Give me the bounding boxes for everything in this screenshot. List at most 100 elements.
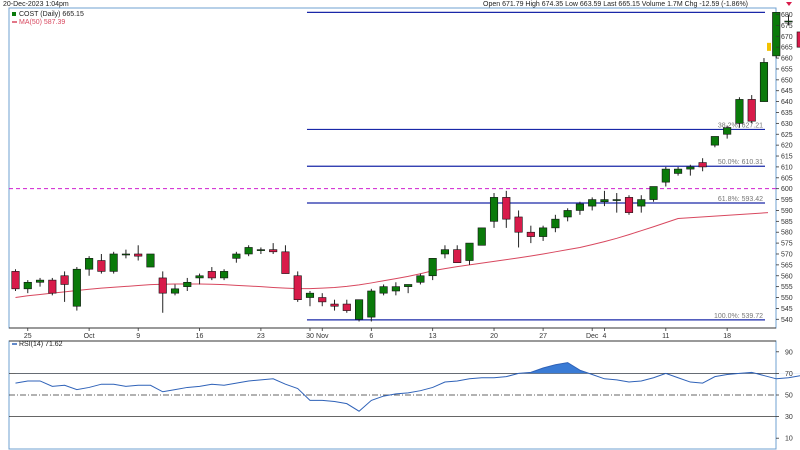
price-y-tick-label: 680 bbox=[781, 12, 793, 19]
price-y-tick-label: 600 bbox=[781, 186, 793, 193]
rsi-y-tick-label: 10 bbox=[785, 436, 793, 443]
candle-body bbox=[355, 299, 364, 320]
price-y-tick-label: 595 bbox=[781, 197, 793, 204]
candle-body bbox=[11, 271, 20, 290]
price-y-tick-label: 660 bbox=[781, 56, 793, 63]
axis-layer: 540 545 550 555 560 565 570 575 580 585 590 595 600 6… bbox=[24, 12, 793, 443]
candle-body bbox=[784, 20, 793, 23]
price-y-tick-label: 630 bbox=[781, 121, 793, 128]
price-panel bbox=[8, 7, 777, 329]
candle-body bbox=[612, 199, 621, 201]
candle-body bbox=[35, 279, 45, 283]
fib-label: 100.0%: 539.72 bbox=[714, 313, 763, 320]
rsi-y-tick-label: 70 bbox=[785, 371, 793, 378]
price-y-tick-label: 615 bbox=[781, 154, 793, 161]
candle-body bbox=[330, 303, 339, 307]
price-y-tick-label: 610 bbox=[781, 164, 793, 171]
rsi-y-tick-label: 50 bbox=[785, 393, 793, 400]
candle-body bbox=[379, 286, 388, 294]
last-price-marker bbox=[767, 42, 771, 51]
price-y-tick-label: 620 bbox=[781, 143, 793, 150]
candle-body bbox=[698, 162, 707, 168]
candle-body bbox=[416, 275, 425, 283]
price-y-tick-label: 605 bbox=[781, 175, 793, 182]
candle-body bbox=[539, 227, 548, 237]
price-y-tick-label: 655 bbox=[781, 66, 793, 73]
candle-body bbox=[72, 268, 81, 307]
candle-body bbox=[735, 99, 744, 124]
price-y-tick-label: 550 bbox=[781, 295, 793, 302]
x-tick-label: Nov bbox=[316, 333, 329, 340]
candle-body bbox=[281, 251, 290, 274]
price-y-tick-label: 625 bbox=[781, 132, 793, 139]
x-tick-label: 6 bbox=[369, 333, 373, 340]
candle-body bbox=[649, 186, 658, 200]
price-y-tick-label: 575 bbox=[781, 241, 793, 248]
candle-body bbox=[183, 281, 192, 287]
down-triangle-icon bbox=[786, 2, 792, 6]
candle-body bbox=[244, 247, 253, 255]
rsi-plot-layer bbox=[9, 362, 800, 418]
price-legend-swatch bbox=[12, 12, 16, 16]
candle-body bbox=[305, 292, 315, 298]
candle-body bbox=[624, 197, 634, 213]
candle-body bbox=[404, 284, 413, 287]
candle-body bbox=[465, 242, 474, 261]
header-ohlc: Open 671.79 High 674.35 Low 663.59 Last … bbox=[483, 1, 748, 8]
price-y-tick-label: 555 bbox=[781, 284, 793, 291]
x-tick-label: 18 bbox=[723, 333, 731, 340]
candle-body bbox=[23, 281, 32, 290]
candle-body bbox=[759, 62, 769, 102]
candle-body bbox=[109, 253, 118, 272]
candle-body bbox=[502, 197, 511, 220]
candle-body bbox=[563, 210, 572, 218]
x-tick-label: 11 bbox=[662, 333, 669, 340]
rsi-line bbox=[15, 362, 800, 412]
candle-body bbox=[747, 99, 756, 122]
candle-body bbox=[232, 253, 241, 259]
x-tick-label: Oct bbox=[84, 333, 95, 340]
candle-body bbox=[575, 203, 584, 211]
candle-body bbox=[440, 249, 450, 255]
price-y-tick-label: 640 bbox=[781, 99, 793, 106]
x-tick-label: 4 bbox=[603, 333, 607, 340]
candle-body bbox=[342, 303, 351, 311]
candle-body bbox=[710, 136, 719, 146]
x-tick-label: 25 bbox=[24, 333, 32, 340]
price-y-tick-label: 650 bbox=[781, 77, 793, 84]
price-y-tick-label: 670 bbox=[781, 34, 793, 41]
x-tick-label: 30 bbox=[306, 333, 314, 340]
candle-body bbox=[489, 197, 499, 222]
candle-body bbox=[674, 168, 683, 174]
candle-body bbox=[256, 249, 265, 251]
price-y-tick-label: 635 bbox=[781, 110, 793, 117]
x-tick-label: 27 bbox=[539, 333, 547, 340]
candle-body bbox=[637, 199, 646, 207]
price-legend: COST (Daily) 665.15 bbox=[19, 11, 84, 18]
candle-body bbox=[146, 253, 155, 268]
candle-body bbox=[796, 31, 800, 48]
price-y-tick-label: 645 bbox=[781, 88, 793, 95]
candle-body bbox=[60, 275, 69, 285]
price-y-tick-label: 585 bbox=[781, 219, 793, 226]
price-y-tick-label: 590 bbox=[781, 208, 793, 215]
candle-body bbox=[134, 253, 143, 257]
candle-body bbox=[514, 216, 523, 233]
candle-body bbox=[588, 199, 597, 207]
candle-body bbox=[391, 286, 400, 292]
rsi-legend: RSI(14) 71.62 bbox=[19, 341, 63, 348]
candle-body bbox=[428, 258, 437, 277]
price-y-tick-label: 665 bbox=[781, 45, 793, 52]
candle-body bbox=[85, 258, 94, 270]
fib-label: 38.2%: 627.21 bbox=[718, 122, 763, 129]
candle-body bbox=[170, 288, 180, 294]
price-y-tick-label: 675 bbox=[781, 23, 793, 30]
candle-body bbox=[269, 249, 278, 253]
candle-body bbox=[772, 12, 781, 57]
price-y-tick-label: 570 bbox=[781, 251, 793, 258]
candle-body bbox=[453, 249, 462, 263]
ma-legend: MA(50) 587.39 bbox=[19, 19, 65, 26]
price-plot-layer: 38.2%: 627.21 50.0%: 610.31 61.8%: 593.42 1… bbox=[9, 11, 800, 322]
